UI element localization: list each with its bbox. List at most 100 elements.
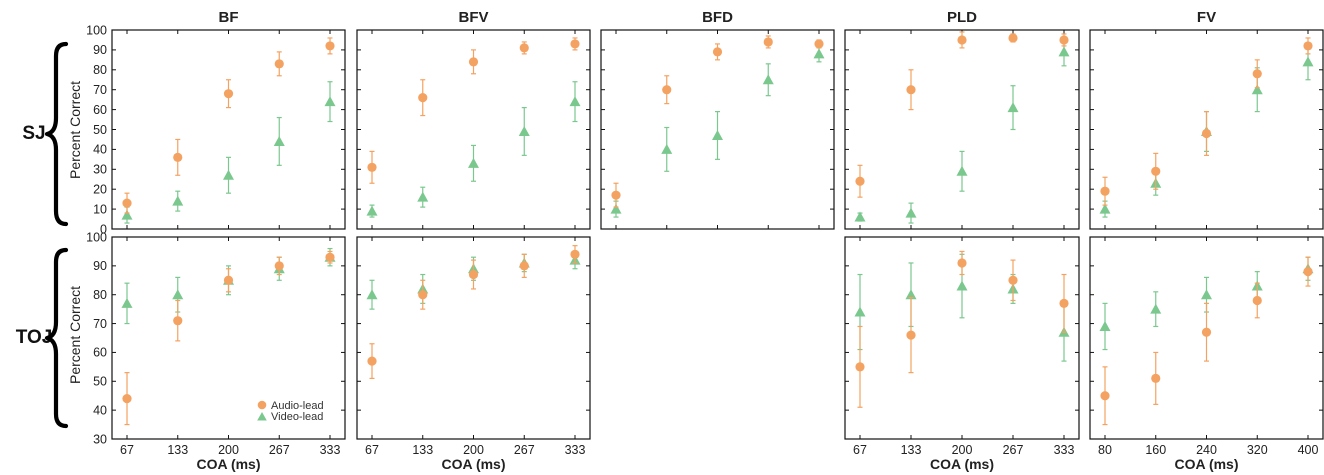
point-sj-fv-audio-0 <box>1100 186 1110 196</box>
point-toj-bfv-audio-1 <box>418 290 428 300</box>
point-sj-bfv-audio-4 <box>570 39 580 49</box>
point-sj-pld-video-3 <box>1007 102 1019 113</box>
point-toj-fv-video-0 <box>1099 320 1111 331</box>
point-sj-bfd-audio-0 <box>611 190 621 200</box>
x-tick-label-pld-67: 67 <box>853 443 867 457</box>
point-sj-bfd-audio-3 <box>763 37 773 47</box>
point-toj-bfv-audio-0 <box>367 356 377 366</box>
point-sj-bf-audio-4 <box>325 41 335 51</box>
y-tick-label-sj-60: 60 <box>93 103 107 117</box>
legend-video-marker <box>257 412 267 421</box>
point-sj-fv-video-3 <box>1251 84 1263 95</box>
panel-sj-bfv: BFV <box>356 9 591 230</box>
y-axis-label-sj: Percent Correct <box>67 81 83 179</box>
point-sj-fv-video-0 <box>1099 203 1111 214</box>
point-toj-fv-video-2 <box>1201 289 1212 300</box>
panel-title-bfv: BFV <box>459 9 489 26</box>
row-label-toj: TOJ <box>16 327 53 348</box>
x-axis-label-pld: COA (ms) <box>930 456 994 472</box>
point-toj-fv-audio-4 <box>1303 267 1313 277</box>
x-tick-label-bf-333: 333 <box>320 443 341 457</box>
panel-frame-sj-bf <box>111 29 346 230</box>
point-sj-bfd-video-1 <box>661 143 673 154</box>
point-toj-pld-audio-1 <box>906 330 916 340</box>
point-sj-bfd-video-2 <box>712 129 723 140</box>
point-toj-fv-audio-2 <box>1201 327 1212 337</box>
legend-audio-label: Audio-lead <box>271 400 324 412</box>
x-tick-label-fv-320: 320 <box>1247 443 1268 457</box>
point-sj-fv-audio-3 <box>1252 69 1262 79</box>
y-tick-label-sj-50: 50 <box>93 123 107 137</box>
x-tick-label-bf-133: 133 <box>167 443 188 457</box>
x-tick-label-bf-200: 200 <box>218 443 239 457</box>
y-tick-label-toj-70: 70 <box>93 317 107 331</box>
y-tick-label-sj-20: 20 <box>93 183 107 197</box>
point-toj-pld-video-2 <box>956 280 968 291</box>
row-label-group-sj: SJ <box>22 41 69 227</box>
panel-sj-bf: BF 0 10 20 30 40 50 60 70 80 90 100 <box>86 9 346 236</box>
point-sj-bfv-video-4 <box>569 96 581 107</box>
point-toj-bf-audio-3 <box>274 261 284 271</box>
x-tick-label-pld-333: 333 <box>1054 443 1075 457</box>
point-sj-bfv-video-0 <box>366 205 378 216</box>
panel-toj-bf: 30 40 50 60 70 80 90 100 67 133 200 267 333 COA (ms) <box>86 230 346 472</box>
point-toj-bf-audio-4 <box>325 252 335 262</box>
y-tick-label-toj-100: 100 <box>86 230 107 244</box>
x-tick-label-pld-133: 133 <box>901 443 922 457</box>
y-axis-label-toj: Percent Correct <box>67 286 83 384</box>
point-sj-bf-audio-2 <box>223 89 234 99</box>
y-tick-label-toj-80: 80 <box>93 288 107 302</box>
point-sj-bfv-audio-2 <box>468 57 479 67</box>
point-sj-pld-audio-2 <box>957 35 967 45</box>
x-tick-label-bfv-267: 267 <box>514 443 535 457</box>
panel-toj-fv: 80 160 240 320 400 COA (ms) <box>1089 236 1324 472</box>
point-sj-bfd-video-4 <box>813 48 825 59</box>
panel-title-fv: FV <box>1197 9 1216 26</box>
y-tick-label-sj-80: 80 <box>93 63 107 77</box>
y-tick-label-toj-60: 60 <box>93 346 107 360</box>
point-sj-bfd-audio-2 <box>712 47 723 57</box>
point-toj-fv-audio-0 <box>1100 391 1110 401</box>
y-tick-label-sj-70: 70 <box>93 83 107 97</box>
point-sj-bf-audio-1 <box>173 152 183 162</box>
y-tick-label-sj-0: 0 <box>100 222 107 236</box>
x-tick-label-bf-267: 267 <box>269 443 290 457</box>
y-tick-label-toj-90: 90 <box>93 259 107 273</box>
point-sj-fv-audio-4 <box>1303 41 1313 51</box>
y-tick-label-toj-50: 50 <box>93 375 107 389</box>
point-toj-pld-video-1 <box>905 289 917 300</box>
point-toj-bf-video-0 <box>121 297 133 308</box>
point-sj-bfd-audio-1 <box>662 85 672 95</box>
point-sj-fv-audio-2 <box>1201 128 1212 139</box>
point-toj-pld-audio-0 <box>855 362 865 372</box>
point-sj-pld-audio-0 <box>855 176 865 186</box>
point-toj-bfv-audio-2 <box>468 269 479 280</box>
point-toj-pld-audio-2 <box>957 258 967 268</box>
panel-title-bfd: BFD <box>702 9 733 26</box>
point-sj-bfd-video-0 <box>610 203 622 214</box>
panel-frame-sj-pld <box>844 29 1080 230</box>
x-tick-label-bfv-200: 200 <box>463 443 484 457</box>
point-sj-bf-video-3 <box>273 135 285 146</box>
point-toj-fv-audio-3 <box>1252 295 1262 306</box>
point-toj-bfv-video-0 <box>366 289 378 300</box>
brace-toj <box>44 247 69 429</box>
panel-sj-fv: FV <box>1089 9 1324 230</box>
point-toj-bfv-audio-4 <box>570 249 580 259</box>
point-sj-pld-video-2 <box>956 165 968 176</box>
point-sj-bfv-video-3 <box>518 125 530 136</box>
point-sj-bfv-video-1 <box>417 191 429 202</box>
x-tick-label-pld-267: 267 <box>1003 443 1024 457</box>
x-tick-label-bfv-333: 333 <box>565 443 586 457</box>
point-sj-bfv-audio-0 <box>367 162 377 172</box>
point-toj-fv-audio-1 <box>1151 373 1161 383</box>
point-sj-bf-video-2 <box>223 169 234 180</box>
x-tick-label-fv-400: 400 <box>1298 443 1319 457</box>
point-sj-bf-audio-0 <box>122 198 132 208</box>
legend-audio-marker <box>257 400 267 410</box>
point-toj-bfv-audio-3 <box>519 261 529 271</box>
y-tick-label-toj-30: 30 <box>93 432 107 446</box>
point-sj-bf-video-1 <box>172 195 184 206</box>
panel-sj-pld: PLD <box>844 9 1080 230</box>
y-tick-label-sj-90: 90 <box>93 43 107 57</box>
